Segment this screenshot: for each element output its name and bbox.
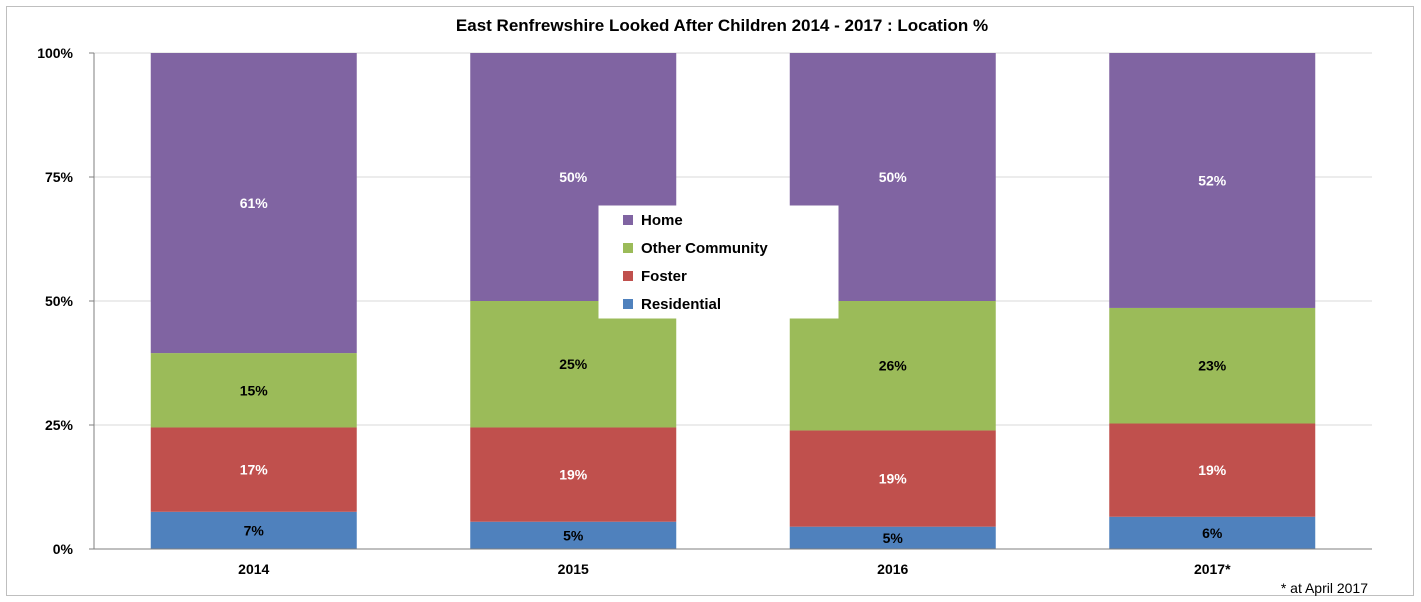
footnote: * at April 2017 [1281,580,1368,596]
bar-segment-foster [470,427,677,522]
y-tick-label: 50% [45,293,74,309]
x-category-label: 2015 [558,561,589,577]
data-label-foster: 19% [1198,462,1227,478]
x-category-label: 2017* [1194,561,1231,577]
legend-swatch-home [623,215,633,225]
legend-swatch-foster [623,271,633,281]
chart-title: East Renfrewshire Looked After Children … [456,16,988,35]
y-axis-ticks: 0% 25% 50% 75% 100% [37,45,94,557]
data-label-residential: 5% [883,530,904,546]
data-label-other-community: 25% [559,356,588,372]
legend-label-other-community: Other Community [641,240,768,257]
bar-segment-home [1109,53,1316,308]
data-label-home: 61% [240,195,269,211]
legend-label-residential: Residential [641,296,721,313]
data-label-residential: 6% [1202,525,1223,541]
legend: Home Other Community Foster Residential [598,205,839,319]
data-label-home: 50% [559,169,588,185]
x-category-label: 2016 [877,561,908,577]
legend-label-foster: Foster [641,268,687,285]
data-label-residential: 7% [244,522,265,538]
data-label-foster: 19% [879,471,908,487]
bar-segment-foster [789,430,996,527]
bar-segment-residential [1109,516,1316,549]
bar-segment-foster [1109,423,1316,517]
data-label-other-community: 15% [240,382,269,398]
bar-segment-residential [150,511,357,549]
bar-segment-residential [789,526,996,549]
bar-segment-other-community [150,353,357,428]
bar-segment-other-community [470,301,677,428]
data-label-residential: 5% [563,527,584,543]
y-tick-label: 25% [45,417,74,433]
bar-segment-residential [470,521,677,549]
data-label-foster: 19% [559,467,588,483]
y-tick-label: 100% [37,45,73,61]
y-tick-label: 75% [45,169,74,185]
legend-swatch-residential [623,299,633,309]
bar-segment-other-community [789,301,996,431]
bars: 7% 17% 15% 61% 5% 19% 25% 50% 5% 19% 26% 50% 6% 19% 23… [150,53,1316,549]
legend-swatch-other-community [623,243,633,253]
bar-segment-other-community [1109,307,1316,424]
data-label-home: 52% [1198,172,1227,188]
data-label-other-community: 26% [879,358,908,374]
bar-segment-foster [150,427,357,512]
data-label-foster: 17% [240,462,269,478]
x-category-label: 2014 [238,561,269,577]
legend-box [598,205,839,319]
x-axis-categories: 2014 2015 2016 2017* [238,561,1231,577]
data-label-other-community: 23% [1198,358,1227,374]
legend-label-home: Home [641,212,683,229]
data-label-home: 50% [879,169,908,185]
bar-segment-home [150,53,357,354]
y-tick-label: 0% [53,541,74,557]
